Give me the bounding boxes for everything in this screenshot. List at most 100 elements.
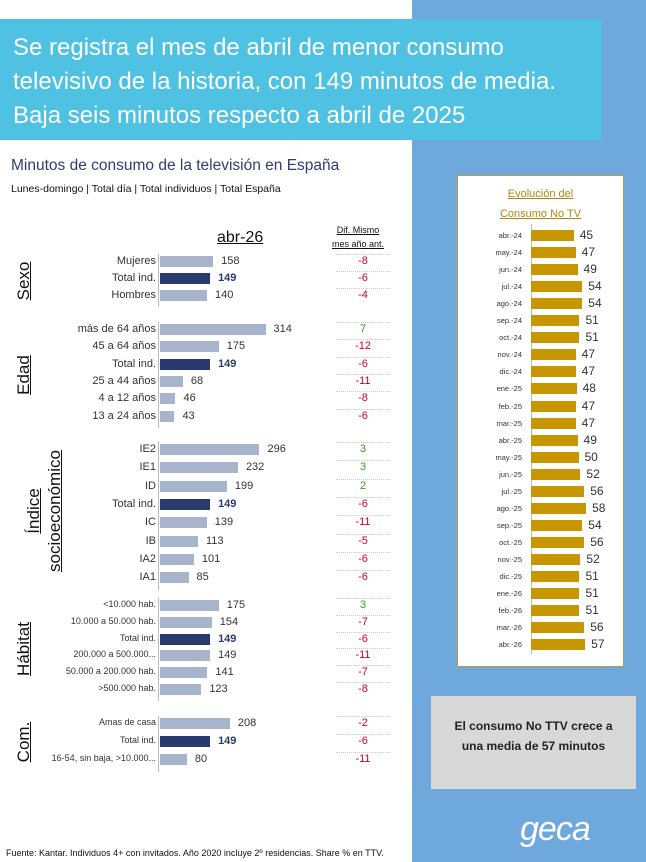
- no-tv-value-label: 58: [592, 500, 606, 515]
- no-tv-bar: [531, 468, 581, 480]
- value-label: 296: [267, 443, 286, 455]
- dif-header-line-1: Dif. Mismo: [336, 225, 380, 235]
- no-tv-bar: [531, 247, 576, 259]
- bar: [160, 684, 202, 695]
- value-label: 199: [234, 479, 254, 492]
- no-tv-value-label: 47: [581, 364, 595, 379]
- category-label: más de 64 años: [77, 323, 156, 335]
- bar: [160, 633, 211, 645]
- no-tv-value-label: 45: [579, 228, 594, 242]
- no-tv-value-label: 51: [585, 586, 599, 601]
- no-tv-month-label: sep.-25: [496, 520, 522, 530]
- value-label: 141: [215, 666, 234, 679]
- dif-value: -12: [336, 339, 390, 352]
- value-label: 113: [205, 534, 224, 547]
- bar: [160, 480, 227, 492]
- value-label: 139: [214, 516, 234, 529]
- dif-value: -6: [336, 356, 390, 370]
- no-tv-value-label: 49: [583, 432, 597, 447]
- no-tv-value-label: 51: [585, 330, 599, 345]
- no-tv-month-label: ene.-25: [496, 384, 522, 394]
- bar: [160, 718, 230, 729]
- category-label: Total ind.: [119, 632, 156, 643]
- dif-value: -11: [336, 752, 390, 765]
- no-tv-value-label: 51: [585, 313, 599, 328]
- bar: [160, 290, 208, 301]
- no-tv-bar: [531, 400, 576, 412]
- no-tv-bar: [531, 366, 576, 378]
- no-tv-month-label: jun.-25: [499, 469, 522, 479]
- no-tv-month-label: mar.-25: [496, 418, 522, 428]
- callout-line-2: una media de 57 minutos: [461, 739, 606, 753]
- dif-value: -11: [336, 373, 390, 387]
- category-label: 16-54, sin baja, >10.000...: [51, 753, 156, 763]
- dif-value: -4: [336, 288, 390, 301]
- no-tv-value-label: 54: [588, 517, 602, 532]
- no-tv-bar: [531, 332, 580, 344]
- no-tv-month-label: ene.-26: [496, 589, 522, 599]
- axis-line-4: [158, 716, 159, 772]
- value-label: 232: [245, 461, 265, 474]
- no-tv-value-label: 52: [586, 466, 600, 481]
- value-label: 149: [218, 497, 237, 510]
- category-label: <10.000 hab.: [103, 599, 156, 609]
- headline-line-1: Se registra el mes de abril de menor con…: [13, 34, 504, 61]
- category-label: Total ind.: [119, 735, 156, 745]
- value-label: 140: [215, 289, 234, 301]
- category-label: 50.000 a 200.000 hab.: [65, 666, 156, 677]
- value-label: 149: [218, 272, 237, 284]
- dif-header: Dif. Mismo mes año ant.: [330, 223, 386, 251]
- no-tv-month-label: ago.-25: [496, 503, 522, 513]
- no-tv-bar: [531, 298, 583, 310]
- dif-value: -8: [336, 682, 390, 695]
- no-tv-title-line-1: Evolución del: [507, 188, 574, 200]
- category-label: 25 a 44 años: [92, 374, 156, 387]
- bar: [160, 498, 211, 510]
- dif-value: -11: [336, 515, 390, 528]
- category-label: IE1: [139, 461, 156, 474]
- no-tv-month-label: oct.-24: [499, 333, 522, 343]
- bar: [160, 444, 260, 455]
- headline-line-3: Baja seis minutos respecto a abril de 20…: [13, 102, 466, 129]
- no-tv-bar: [531, 622, 585, 634]
- dif-header-line-2: mes año ant.: [331, 239, 385, 249]
- category-label: IB: [145, 534, 156, 547]
- dif-value: 3: [336, 460, 390, 473]
- bar: [160, 393, 176, 405]
- dif-value: -5: [336, 533, 390, 547]
- value-label: 208: [237, 717, 257, 729]
- no-tv-value-label: 51: [585, 603, 599, 618]
- period-label: abr-26: [217, 229, 264, 246]
- bar: [160, 650, 211, 662]
- no-tv-bar: [531, 605, 580, 617]
- no-tv-bar: [531, 383, 577, 395]
- no-tv-month-label: abr.-25: [498, 435, 522, 445]
- value-label: 43: [182, 409, 195, 422]
- no-tv-bar: [531, 230, 574, 241]
- category-label: Amas de casa: [98, 717, 156, 727]
- category-label: 13 a 24 años: [92, 409, 156, 422]
- category-label: >500.000 hab.: [98, 683, 156, 693]
- dif-value: 3: [336, 442, 390, 455]
- category-label: IA2: [139, 552, 156, 565]
- geca-logo: geca: [520, 810, 591, 848]
- no-tv-bar: [531, 451, 579, 463]
- no-tv-month-label: feb.-25: [498, 401, 522, 411]
- bar: [160, 736, 211, 747]
- axis-line-1: [158, 322, 159, 428]
- no-tv-bar: [531, 315, 580, 327]
- bar: [160, 667, 208, 679]
- value-label: 68: [190, 374, 204, 387]
- dif-value: 3: [336, 598, 390, 611]
- value-label: 175: [226, 340, 246, 353]
- value-label: 80: [194, 753, 208, 765]
- no-tv-bar: [531, 571, 580, 582]
- value-label: 149: [218, 357, 237, 370]
- no-tv-bar: [531, 349, 576, 361]
- no-tv-value-label: 49: [583, 262, 597, 277]
- category-label: 10.000 a 50.000 hab.: [70, 615, 156, 626]
- no-tv-month-label: jun.-24: [499, 265, 522, 275]
- dif-value: -6: [336, 271, 390, 284]
- no-tv-title: Evolución del Consumo No TV: [458, 184, 623, 224]
- value-label: 149: [218, 632, 237, 645]
